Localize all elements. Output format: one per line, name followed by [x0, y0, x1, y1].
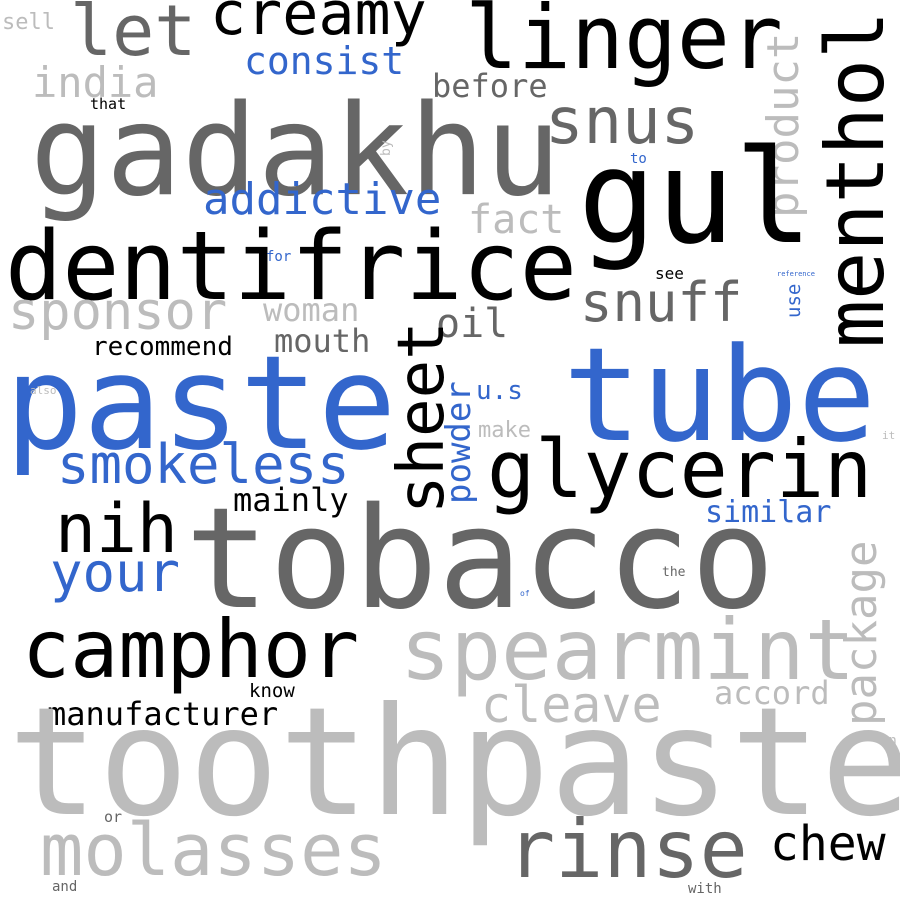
word: for [266, 249, 292, 265]
word: of [520, 589, 530, 598]
word: addictive [203, 174, 442, 225]
word: paste [5, 327, 397, 479]
word: cleave [481, 676, 662, 734]
word: u.s [476, 376, 523, 406]
word: accord [714, 674, 830, 712]
word: before [432, 67, 548, 105]
word: glycerin [487, 423, 873, 516]
word: recommend [92, 332, 233, 362]
word: similar [705, 495, 832, 530]
word: that [90, 95, 127, 113]
word: molasses [40, 808, 387, 892]
word: spearmint [400, 601, 856, 699]
word: snuff [580, 271, 743, 334]
word: by [379, 140, 394, 156]
word: camphor [22, 603, 360, 696]
word: menthol [809, 10, 900, 348]
word: reference [777, 270, 815, 278]
word: tube [563, 319, 877, 471]
word: smokeless [57, 433, 350, 496]
word: make [478, 418, 531, 443]
word: know [249, 680, 295, 702]
word: with [688, 881, 722, 897]
word: fact [468, 197, 565, 243]
word: let [70, 0, 197, 72]
word: nih [55, 490, 178, 569]
word: gul [578, 121, 813, 273]
word: chew [770, 816, 886, 872]
word: creamy [210, 0, 427, 49]
word: linger [465, 0, 783, 89]
word: also [30, 384, 57, 397]
word: sell [2, 10, 55, 35]
word: woman [263, 291, 360, 329]
word: to [630, 151, 647, 167]
word: the [662, 565, 686, 580]
word: snus [545, 85, 700, 159]
word: mainly [233, 481, 349, 519]
word: your [50, 541, 181, 604]
word: sponsor [8, 282, 228, 342]
word: and [52, 879, 78, 895]
word: gadakhu [30, 77, 562, 224]
word: india [32, 58, 159, 107]
word: or [104, 808, 123, 826]
word: dentifrice [5, 212, 577, 322]
word: manufacturer [47, 695, 279, 733]
word: use [783, 283, 805, 318]
word: it [882, 429, 896, 442]
word: mouth [274, 322, 371, 360]
word: consist [244, 39, 405, 83]
word: oil [436, 301, 509, 347]
word: tobacco [185, 478, 776, 641]
word: rinse [507, 803, 748, 896]
word: see [655, 264, 684, 283]
word: in [880, 733, 897, 749]
word: toothpaste [8, 676, 900, 850]
